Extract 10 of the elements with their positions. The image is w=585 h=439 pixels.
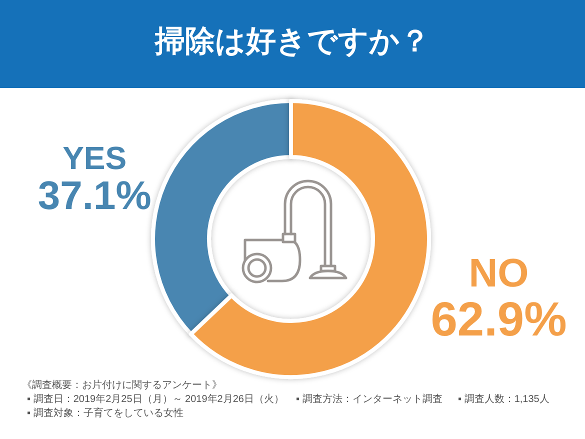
text: ▪ 調査人数：1,135人 xyxy=(458,394,550,406)
text: 《調査概要：お片付けに関するアンケート》 xyxy=(22,380,222,392)
slice-label: YES xyxy=(62,140,127,176)
data-label: 37.1% xyxy=(38,174,152,218)
text: ▪ 調査方法：インターネット調査 xyxy=(296,394,442,406)
data-label: 62.9% xyxy=(430,293,567,346)
slice-label: NO xyxy=(468,252,529,296)
chart-title: 掃除は好きですか？ xyxy=(154,24,431,60)
text: ▪ 調査対象：子育てをしている女性 xyxy=(27,408,184,420)
text: ▪ 調査日：2019年2月25日（月）～ 2019年2月26日（火） xyxy=(27,394,284,406)
